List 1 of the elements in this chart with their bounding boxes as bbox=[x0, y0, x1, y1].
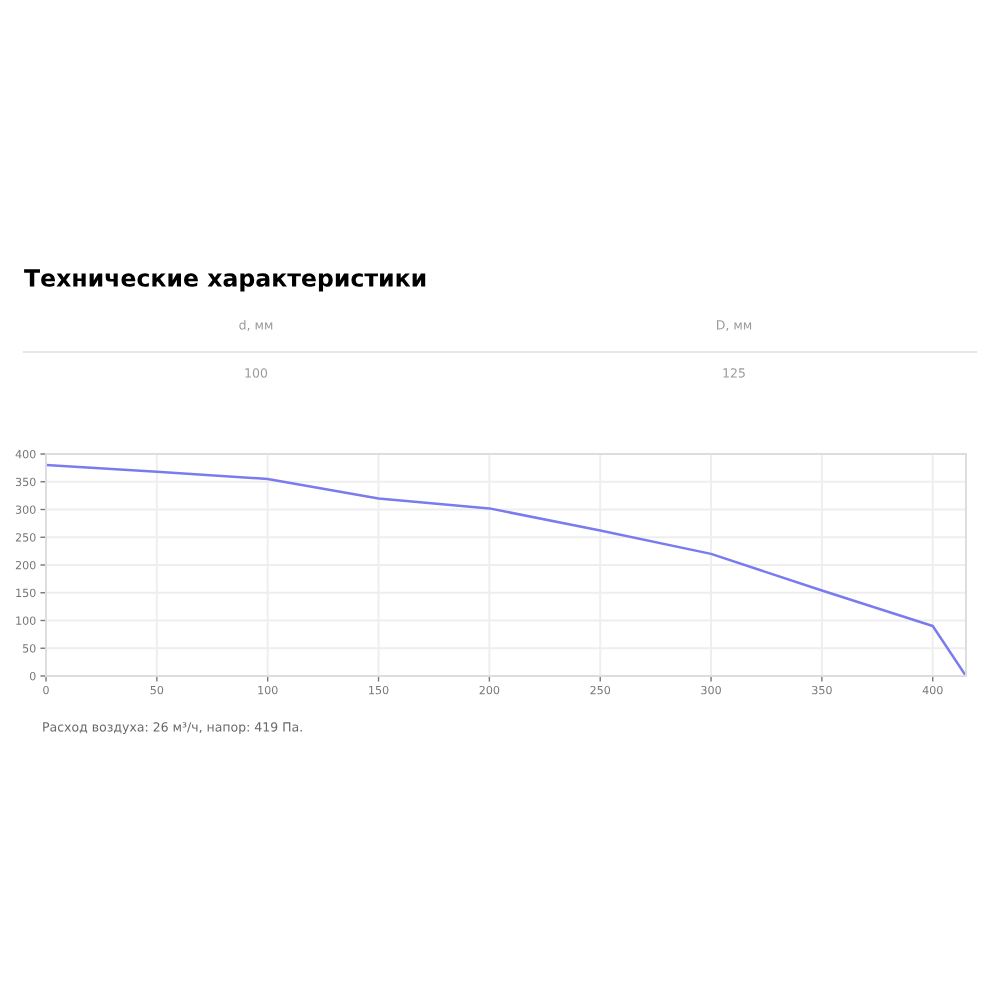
chart-title: Технические характеристики bbox=[24, 269, 426, 292]
